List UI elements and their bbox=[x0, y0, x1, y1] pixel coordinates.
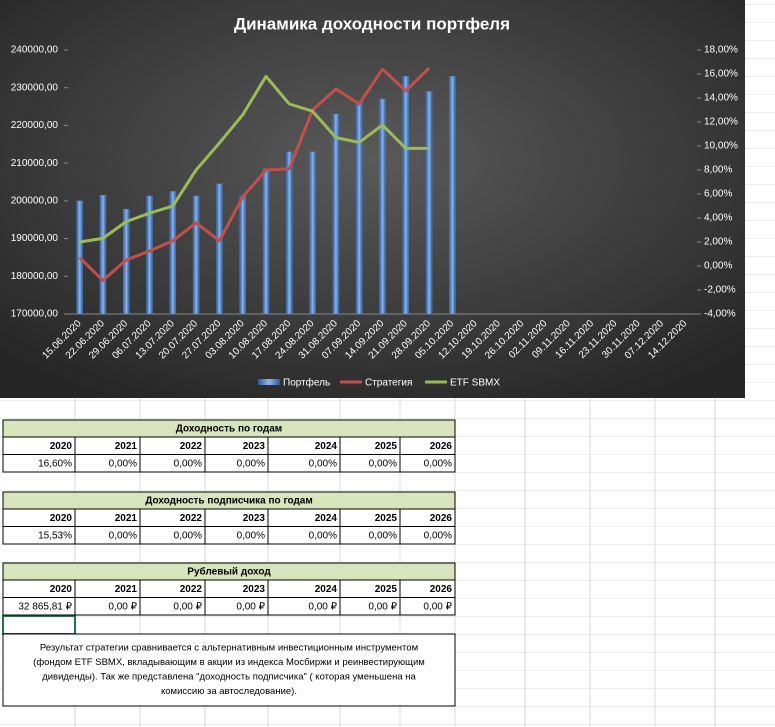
table-header: 2025 bbox=[375, 513, 398, 524]
bar bbox=[99, 194, 107, 315]
bar bbox=[262, 168, 270, 315]
table-title: Доходность по годам bbox=[176, 424, 282, 435]
y2-tick-label: -2,00% bbox=[704, 285, 736, 296]
table-header: 2022 bbox=[180, 441, 203, 452]
y-tick-label: 200000,00 bbox=[11, 195, 59, 206]
bar bbox=[309, 151, 316, 315]
note-line: дивиденды). Так же представлена "доходно… bbox=[42, 672, 416, 683]
table-header: 2023 bbox=[243, 513, 266, 524]
table-header: 2021 bbox=[115, 441, 138, 452]
y2-tick-label: 4,00% bbox=[704, 213, 732, 224]
y-tick-label: 220000,00 bbox=[11, 120, 59, 131]
line bbox=[78, 66, 431, 282]
y-tick-label: 240000,00 bbox=[11, 45, 59, 56]
table-value: 0,00% bbox=[369, 531, 397, 542]
table-title: Рублевый доход bbox=[187, 566, 271, 578]
table-value: 0,00 ₽ bbox=[173, 602, 202, 613]
table-value: 0,00% bbox=[174, 531, 202, 542]
table-value: 0,00% bbox=[174, 459, 202, 470]
y2-tick-label: 8,00% bbox=[704, 165, 732, 176]
y-tick-label: 230000,00 bbox=[11, 82, 59, 93]
y2-tick-label: 12,00% bbox=[704, 117, 738, 128]
y2-tick-label: 10,00% bbox=[704, 141, 738, 152]
bar bbox=[169, 191, 177, 315]
table-value: 0,00% bbox=[424, 459, 452, 470]
note-box bbox=[2, 633, 456, 707]
bar bbox=[216, 183, 223, 315]
table-header: 2024 bbox=[315, 513, 338, 524]
table-value: 0,00% bbox=[309, 531, 337, 542]
table-header: 2021 bbox=[115, 513, 138, 524]
table-header: 2020 bbox=[50, 584, 73, 595]
table-header: 2020 bbox=[50, 441, 73, 452]
bar bbox=[192, 195, 200, 315]
table-title: Доходность подписчика по годам bbox=[145, 496, 313, 507]
table-header: 2022 bbox=[180, 584, 203, 595]
y2-tick-label: -4,00% bbox=[704, 309, 736, 320]
y2-tick-label: 6,00% bbox=[704, 189, 732, 200]
bar bbox=[355, 102, 363, 315]
y2-tick-label: 14,00% bbox=[704, 93, 738, 104]
y-tick-label: 190000,00 bbox=[11, 233, 59, 244]
chart-title: Динамика доходности портфеля bbox=[234, 14, 510, 33]
table-value: 0,00 ₽ bbox=[308, 602, 337, 613]
bar bbox=[76, 200, 83, 315]
bar bbox=[449, 76, 456, 315]
y-tick-label: 210000,00 bbox=[11, 158, 59, 169]
table-header: 2020 bbox=[50, 513, 73, 524]
table-value: 16,60% bbox=[38, 459, 72, 470]
table-value: 0,00% bbox=[237, 459, 265, 470]
table-header: 2026 bbox=[430, 513, 453, 524]
table-value: 32 865,81 ₽ bbox=[18, 602, 72, 613]
table-cell bbox=[399, 454, 456, 473]
legend-label: Портфель bbox=[283, 377, 330, 389]
y2-tick-label: 16,00% bbox=[704, 69, 738, 80]
legend-label: ETF SBMX bbox=[450, 378, 500, 389]
bar bbox=[239, 195, 246, 315]
table-cell bbox=[399, 597, 456, 616]
table-value: 0,00 ₽ bbox=[423, 602, 452, 613]
note-line: Результат стратегии сравнивается с альте… bbox=[40, 643, 418, 654]
y2-tick-label: 18,00% bbox=[704, 45, 738, 56]
table-value: 0,00% bbox=[237, 531, 265, 542]
y2-tick-label: 2,00% bbox=[704, 237, 732, 248]
table-value: 0,00% bbox=[309, 459, 337, 470]
bar bbox=[286, 151, 293, 315]
table-cell bbox=[399, 526, 456, 545]
note-line: комиссию за автоследование). bbox=[161, 686, 297, 697]
bar bbox=[332, 113, 340, 315]
table-value: 0,00 ₽ bbox=[236, 602, 265, 613]
legend-label: Стратегия bbox=[365, 378, 412, 389]
legend-marker bbox=[258, 379, 280, 385]
table-header: 2025 bbox=[375, 441, 398, 452]
note-line: (фондом ETF SBMX, вкладывающим в акции и… bbox=[33, 657, 425, 668]
bar bbox=[146, 195, 153, 315]
table-header: 2021 bbox=[115, 584, 138, 595]
bar bbox=[402, 76, 410, 315]
line bbox=[79, 74, 430, 244]
bar bbox=[379, 98, 386, 315]
table-value: 0,00% bbox=[424, 531, 452, 542]
table-header: 2025 bbox=[375, 584, 398, 595]
table-header: 2023 bbox=[243, 584, 266, 595]
table-header: 2022 bbox=[180, 513, 203, 524]
bar bbox=[425, 91, 433, 315]
y2-tick-label: 0,00% bbox=[704, 261, 732, 272]
table-value: 0,00% bbox=[369, 459, 397, 470]
y-tick-label: 180000,00 bbox=[11, 271, 59, 282]
table-header: 2024 bbox=[315, 441, 338, 452]
table-value: 15,53% bbox=[38, 531, 72, 542]
y-tick-label: 170000,00 bbox=[11, 309, 59, 320]
table-value: 0,00 ₽ bbox=[108, 602, 137, 613]
table-header: 2023 bbox=[243, 441, 266, 452]
table-value: 0,00% bbox=[109, 459, 137, 470]
table-header: 2024 bbox=[315, 584, 338, 595]
table-header: 2026 bbox=[430, 441, 453, 452]
table-value: 0,00 ₽ bbox=[368, 602, 397, 613]
table-header: 2026 bbox=[430, 584, 453, 595]
table-value: 0,00% bbox=[109, 531, 137, 542]
chart-area bbox=[0, 0, 745, 398]
